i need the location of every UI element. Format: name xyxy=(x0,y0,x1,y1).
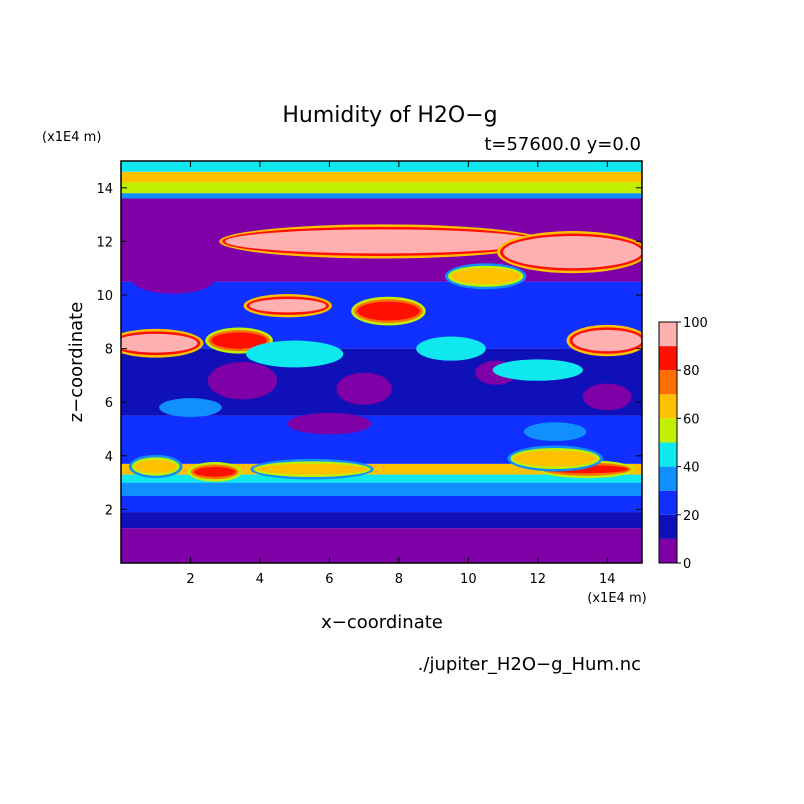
z-unit-label: (x1E4 m) xyxy=(42,130,101,145)
colorbar-segment xyxy=(659,514,677,539)
colorbar-segment xyxy=(659,394,677,419)
humidity-cell-0 xyxy=(225,229,538,254)
humidity-cell-19 xyxy=(246,340,344,368)
humidity-band-11 xyxy=(121,182,642,194)
humidity-band-5 xyxy=(121,463,642,475)
z-axis-ticks: 2 4 6 8 10 12 14 xyxy=(96,182,642,518)
chart-title: Humidity of H2O−g xyxy=(282,103,497,128)
colorbar-segment xyxy=(659,370,677,395)
z-axis-label: z−coordinate xyxy=(66,302,87,423)
humidity-cell-22 xyxy=(159,398,222,417)
humidity-band-2 xyxy=(121,496,642,513)
humidity-cell-14 xyxy=(336,372,392,405)
humidity-cell-10 xyxy=(256,463,368,475)
plot-frame xyxy=(120,160,643,564)
colorbar-segment xyxy=(659,346,677,371)
colorbar-tick-label: 60 xyxy=(683,412,700,427)
x-tick-label: 2 xyxy=(186,572,194,587)
colorbar-segment xyxy=(659,466,677,491)
humidity-cell-12 xyxy=(450,268,521,285)
x-unit-label: (x1E4 m) xyxy=(587,591,646,606)
humidity-band-12 xyxy=(121,171,642,183)
x-axis-ticks: 2 4 6 8 10 12 14 xyxy=(186,161,616,587)
humidity-cell-4 xyxy=(249,299,326,313)
humidity-cell-13 xyxy=(207,362,278,400)
z-tick-label: 14 xyxy=(96,182,113,197)
humidity-band-0 xyxy=(121,528,642,563)
colorbar-tick-label: 20 xyxy=(683,509,700,524)
colorbar-segment xyxy=(659,322,677,347)
x-tick-label: 10 xyxy=(460,572,477,587)
colorbar-frame xyxy=(658,321,678,564)
colorbar-tick-label: 0 xyxy=(683,557,691,572)
humidity-cell-3 xyxy=(572,329,642,352)
colorbar-segment xyxy=(659,418,677,443)
humidity-cell-5 xyxy=(211,332,267,349)
z-tick-label: 4 xyxy=(105,450,113,465)
colorbar-tick-label: 80 xyxy=(683,364,700,379)
humidity-cell-7 xyxy=(193,467,236,477)
source-file-label: ./jupiter_H2O−g_Hum.nc xyxy=(418,654,641,675)
x-tick-label: 12 xyxy=(530,572,547,587)
z-tick-label: 8 xyxy=(105,343,113,358)
humidity-cell-2 xyxy=(121,333,198,353)
humidity-band-10 xyxy=(121,193,642,199)
humidity-cell-9 xyxy=(134,459,177,474)
z-tick-label: 10 xyxy=(96,289,113,304)
colorbar-tick-label: 100 xyxy=(683,316,708,331)
x-tick-label: 4 xyxy=(256,572,264,587)
humidity-band-1 xyxy=(121,512,642,529)
x-tick-label: 8 xyxy=(395,572,403,587)
x-tick-label: 6 xyxy=(325,572,333,587)
humidity-cell-23 xyxy=(523,422,587,442)
z-tick-label: 6 xyxy=(105,396,113,411)
colorbar-tick-label: 40 xyxy=(683,461,700,476)
colorbar: 0 20 40 60 80 100 xyxy=(658,316,708,572)
x-tick-label: 14 xyxy=(599,572,616,587)
humidity-band-3 xyxy=(121,482,642,496)
humidity-band-13 xyxy=(121,161,642,172)
humidity-band-4 xyxy=(121,474,642,483)
humidity-cell-1 xyxy=(503,236,642,269)
humidity-cell-6 xyxy=(357,301,420,321)
humidity-cell-17 xyxy=(131,264,215,294)
colorbar-segment xyxy=(659,538,677,563)
humidity-cell-21 xyxy=(492,359,583,381)
colorbar-segment xyxy=(659,442,677,467)
humidity-cell-20 xyxy=(416,336,486,361)
z-tick-label: 12 xyxy=(96,235,113,250)
humidity-cell-18 xyxy=(287,412,372,435)
humidity-cell-11 xyxy=(513,450,597,467)
z-tick-label: 2 xyxy=(105,503,113,518)
humidity-cell-16 xyxy=(582,383,632,411)
x-axis-label: x−coordinate xyxy=(321,612,443,633)
chart-subtitle: t=57600.0 y=0.0 xyxy=(484,134,641,155)
colorbar-segment xyxy=(659,490,677,515)
humidity-field xyxy=(121,161,642,563)
